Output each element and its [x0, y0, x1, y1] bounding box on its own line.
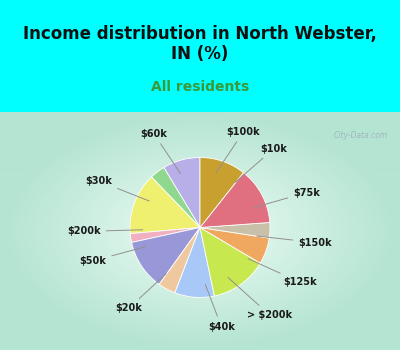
Wedge shape — [200, 228, 260, 296]
Wedge shape — [175, 228, 214, 298]
Wedge shape — [152, 168, 200, 228]
Text: $200k: $200k — [67, 226, 143, 237]
Wedge shape — [200, 173, 270, 228]
Text: $150k: $150k — [257, 236, 332, 247]
Text: $50k: $50k — [80, 247, 146, 266]
Text: $60k: $60k — [140, 128, 180, 174]
Text: $125k: $125k — [248, 259, 317, 287]
Text: All residents: All residents — [151, 80, 249, 94]
Text: $100k: $100k — [216, 127, 260, 173]
Wedge shape — [130, 177, 200, 234]
Text: Income distribution in North Webster,
IN (%): Income distribution in North Webster, IN… — [23, 25, 377, 63]
Wedge shape — [200, 223, 270, 238]
Wedge shape — [159, 228, 200, 293]
Text: $20k: $20k — [115, 274, 166, 313]
Wedge shape — [132, 228, 200, 285]
Wedge shape — [164, 158, 200, 228]
Wedge shape — [200, 158, 244, 228]
Text: $75k: $75k — [254, 188, 320, 208]
Text: $30k: $30k — [85, 176, 149, 201]
Text: City-Data.com: City-Data.com — [334, 131, 388, 140]
Text: $10k: $10k — [235, 144, 287, 182]
Text: $40k: $40k — [205, 285, 235, 331]
Wedge shape — [200, 228, 269, 263]
Wedge shape — [130, 228, 200, 243]
Text: > $200k: > $200k — [228, 278, 292, 320]
